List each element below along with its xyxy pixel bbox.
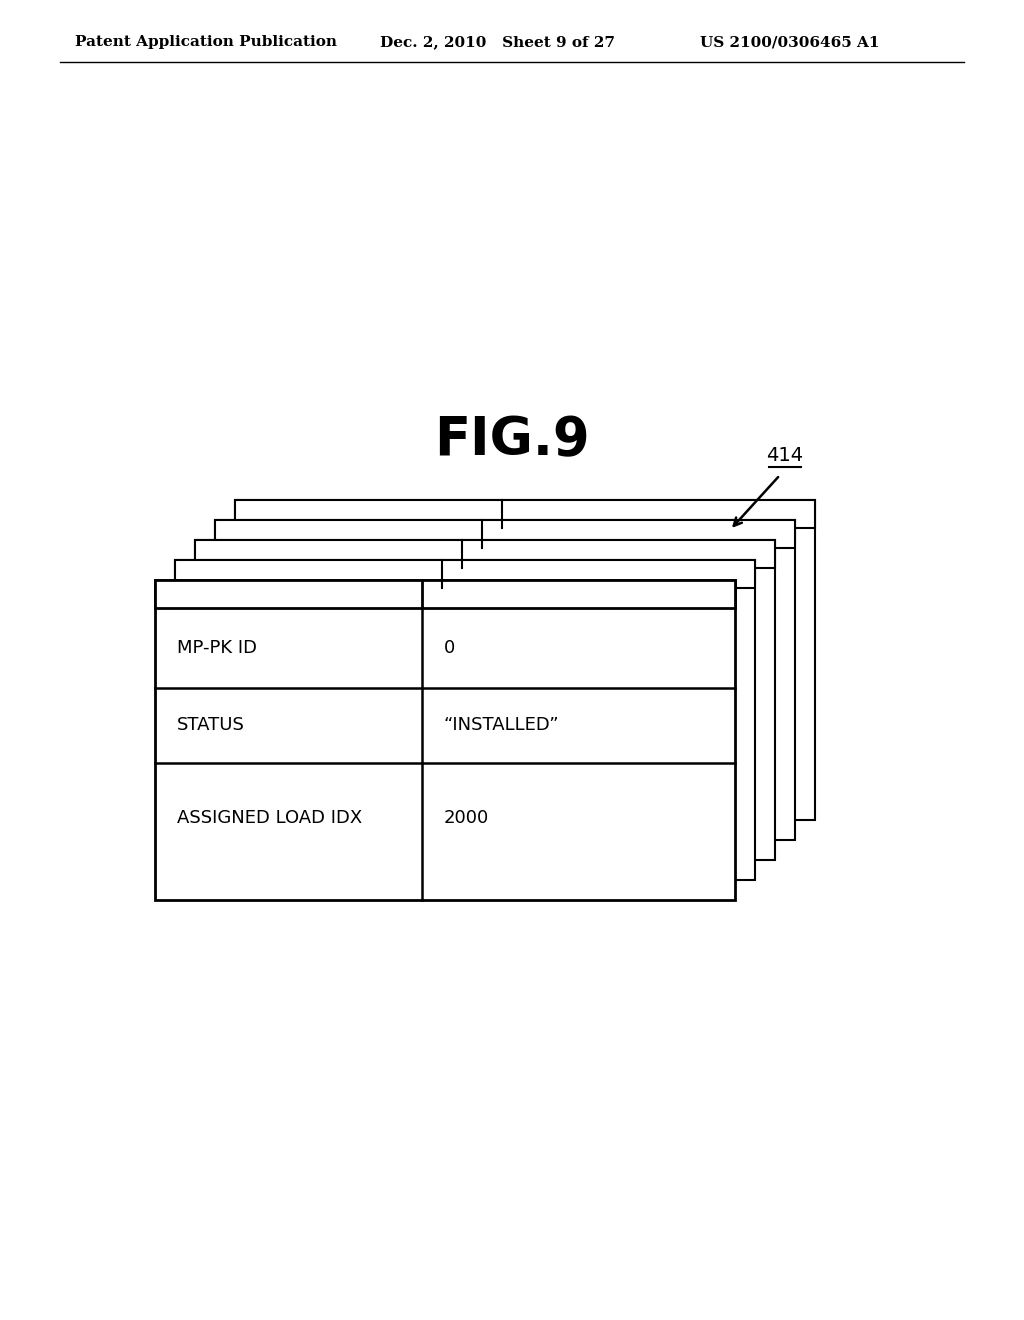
FancyBboxPatch shape [215,520,795,840]
Text: MP-PK ID: MP-PK ID [177,639,257,657]
FancyBboxPatch shape [234,500,815,820]
Text: FIG.9: FIG.9 [434,414,590,466]
Text: 2000: 2000 [443,809,489,828]
Text: “INSTALLED”: “INSTALLED” [443,717,559,734]
Text: US 2100/0306465 A1: US 2100/0306465 A1 [700,36,880,49]
Text: 0: 0 [443,639,455,657]
FancyArrowPatch shape [734,477,778,525]
FancyBboxPatch shape [175,560,755,587]
FancyBboxPatch shape [175,560,755,880]
Text: ASSIGNED LOAD IDX: ASSIGNED LOAD IDX [177,809,362,828]
Text: Patent Application Publication: Patent Application Publication [75,36,337,49]
FancyBboxPatch shape [234,500,815,528]
FancyBboxPatch shape [215,520,795,548]
Text: 414: 414 [766,446,804,465]
FancyBboxPatch shape [195,540,775,568]
FancyBboxPatch shape [195,540,775,861]
FancyBboxPatch shape [155,579,735,900]
FancyBboxPatch shape [155,579,735,609]
Text: Dec. 2, 2010   Sheet 9 of 27: Dec. 2, 2010 Sheet 9 of 27 [380,36,615,49]
Text: STATUS: STATUS [177,717,245,734]
